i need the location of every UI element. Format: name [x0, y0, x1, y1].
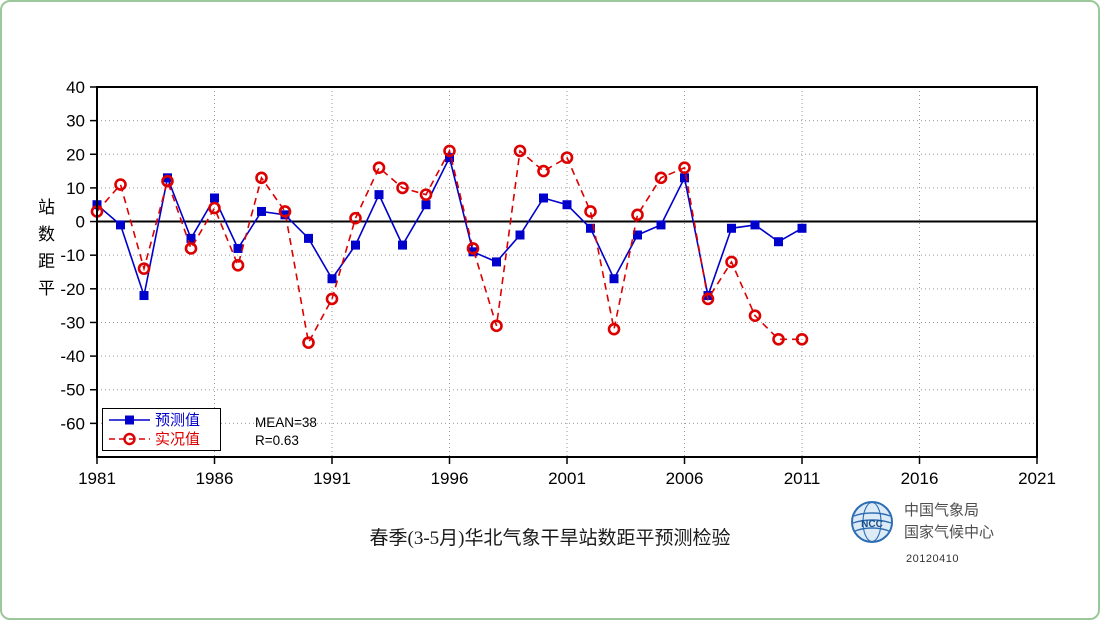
y-axis-title: 站数距平 [35, 198, 54, 306]
svg-text:2006: 2006 [666, 469, 704, 488]
ncc-logo-text: NCC [861, 519, 883, 530]
svg-text:-10: -10 [60, 246, 85, 265]
ncc-logo-icon: NCC [851, 501, 893, 543]
svg-text:2021: 2021 [1018, 469, 1056, 488]
svg-text:20: 20 [66, 145, 85, 164]
svg-text:-40: -40 [60, 347, 85, 366]
legend-forecast-label: 预测值 [155, 412, 200, 429]
plot-border [96, 86, 1038, 458]
svg-text:-20: -20 [60, 280, 85, 299]
chart-caption: 春季(3-5月)华北气象干旱站数距平预测检验 [369, 528, 731, 549]
svg-text:0: 0 [76, 213, 85, 232]
org-name-line1: 中国气象局 [904, 502, 980, 519]
axis-ticks [90, 86, 1038, 464]
series-observed [90, 144, 809, 349]
svg-text:1996: 1996 [431, 469, 469, 488]
svg-text:-30: -30 [60, 313, 85, 332]
mean-text: MEAN=38 [255, 415, 317, 430]
org-name-line2: 国家气候中心 [904, 524, 995, 541]
issue-date: 20120410 [906, 553, 959, 565]
chart-svg: 1981 1986 1991 1996 2001 2006 2011 2016 2021 40 30… [60, 78, 1055, 488]
svg-text:-60: -60 [60, 414, 85, 433]
svg-text:10: 10 [66, 179, 85, 198]
legend-observed-label: 实况值 [155, 431, 200, 448]
svg-text:2011: 2011 [784, 469, 821, 488]
svg-text:1981: 1981 [78, 469, 116, 488]
branding: NCC 中国气象局 国家气候中心 20120410 [850, 500, 994, 570]
svg-text:2001: 2001 [548, 469, 586, 488]
series-forecast [92, 153, 807, 301]
svg-text:-50: -50 [60, 381, 85, 400]
stats: MEAN=38 R=0.63 [255, 415, 317, 448]
svg-text:1991: 1991 [313, 469, 351, 488]
svg-text:30: 30 [66, 112, 85, 131]
gridlines [97, 87, 1037, 457]
svg-text:1986: 1986 [196, 469, 234, 488]
svg-text:40: 40 [66, 78, 85, 97]
svg-text:2016: 2016 [901, 469, 939, 488]
r-text: R=0.63 [255, 433, 299, 448]
axis-tick-labels: 1981 1986 1991 1996 2001 2006 2011 2016 2021 40 30… [60, 78, 1055, 488]
